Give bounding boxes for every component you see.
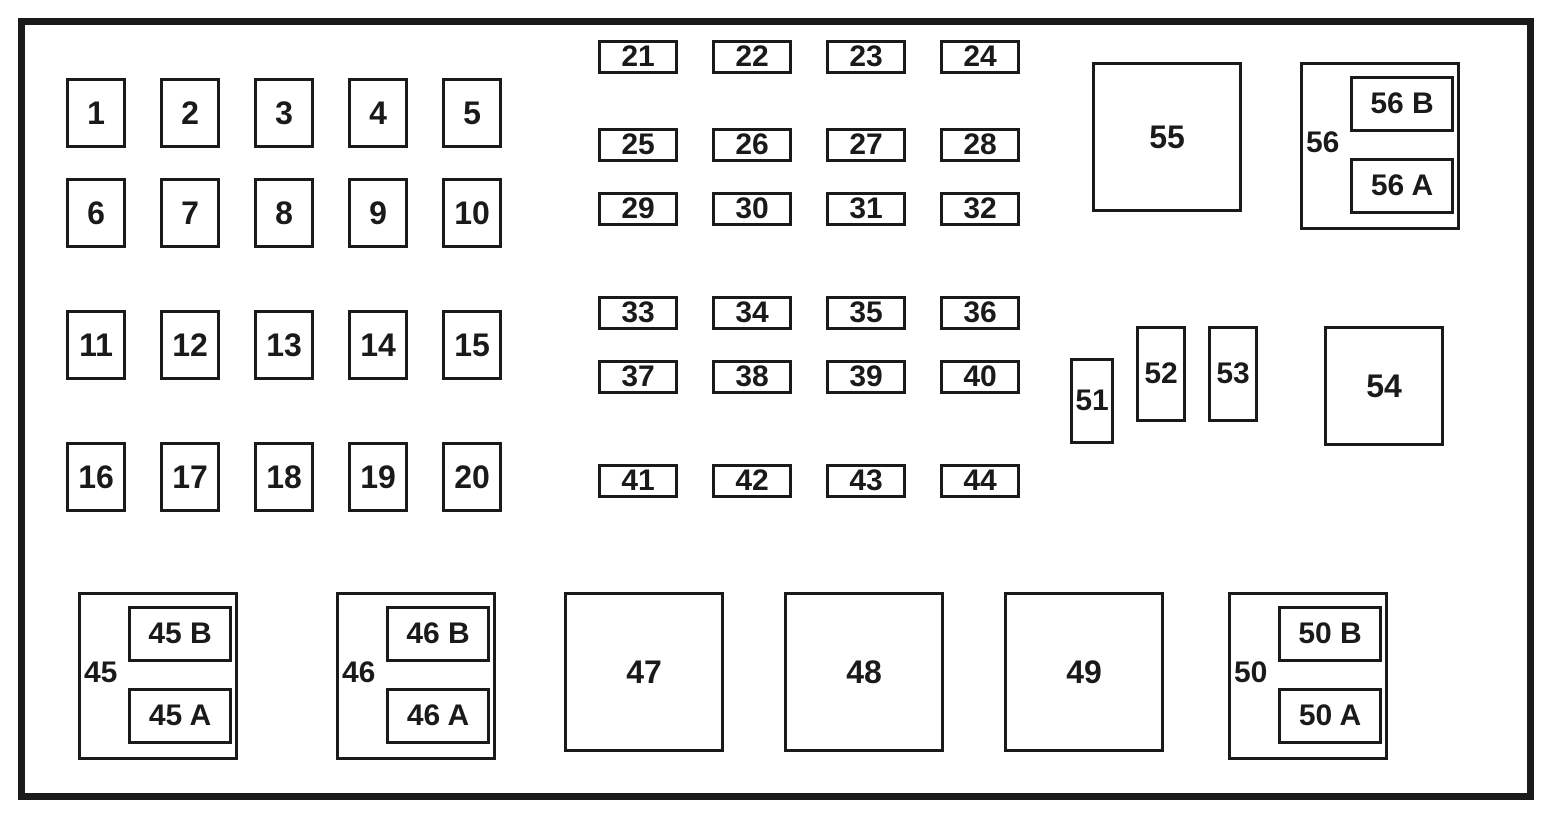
relay-55: 55: [1092, 62, 1242, 212]
relay-47: 47: [564, 592, 724, 752]
fuse-46B: 46 B: [386, 606, 490, 662]
fuse-26: 26: [712, 128, 792, 162]
fuse-6: 6: [66, 178, 126, 248]
fuse-41: 41: [598, 464, 678, 498]
fuse-14: 14: [348, 310, 408, 380]
fuse-29: 29: [598, 192, 678, 226]
fuse-16: 16: [66, 442, 126, 512]
fuse-1: 1: [66, 78, 126, 148]
relay-52: 52: [1136, 326, 1186, 422]
fuse-9: 9: [348, 178, 408, 248]
fuse-box-diagram: 1234567891011121314151617181920212223242…: [0, 0, 1552, 818]
fuse-7: 7: [160, 178, 220, 248]
fuse-50A: 50 A: [1278, 688, 1382, 744]
fuse-42: 42: [712, 464, 792, 498]
fuse-43: 43: [826, 464, 906, 498]
group-label-45: 45: [84, 656, 117, 690]
fuse-56B: 56 B: [1350, 76, 1454, 132]
fuse-56A: 56 A: [1350, 158, 1454, 214]
fuse-12: 12: [160, 310, 220, 380]
fuse-31: 31: [826, 192, 906, 226]
relay-51: 51: [1070, 358, 1114, 444]
fuse-33: 33: [598, 296, 678, 330]
fuse-34: 34: [712, 296, 792, 330]
fuse-23: 23: [826, 40, 906, 74]
relay-48: 48: [784, 592, 944, 752]
fuse-18: 18: [254, 442, 314, 512]
fuse-11: 11: [66, 310, 126, 380]
relay-49: 49: [1004, 592, 1164, 752]
relay-53: 53: [1208, 326, 1258, 422]
fuse-22: 22: [712, 40, 792, 74]
fuse-25: 25: [598, 128, 678, 162]
fuse-35: 35: [826, 296, 906, 330]
group-label-56: 56: [1306, 126, 1339, 160]
fuse-13: 13: [254, 310, 314, 380]
fuse-8: 8: [254, 178, 314, 248]
fuse-20: 20: [442, 442, 502, 512]
fuse-30: 30: [712, 192, 792, 226]
fuse-45A: 45 A: [128, 688, 232, 744]
fuse-2: 2: [160, 78, 220, 148]
fuse-27: 27: [826, 128, 906, 162]
fuse-50B: 50 B: [1278, 606, 1382, 662]
fuse-24: 24: [940, 40, 1020, 74]
fuse-46A: 46 A: [386, 688, 490, 744]
fuse-21: 21: [598, 40, 678, 74]
fuse-19: 19: [348, 442, 408, 512]
fuse-28: 28: [940, 128, 1020, 162]
fuse-39: 39: [826, 360, 906, 394]
fuse-38: 38: [712, 360, 792, 394]
fuse-17: 17: [160, 442, 220, 512]
relay-54: 54: [1324, 326, 1444, 446]
fuse-5: 5: [442, 78, 502, 148]
fuse-36: 36: [940, 296, 1020, 330]
group-label-46: 46: [342, 656, 375, 690]
fuse-32: 32: [940, 192, 1020, 226]
fuse-40: 40: [940, 360, 1020, 394]
fuse-3: 3: [254, 78, 314, 148]
fuse-44: 44: [940, 464, 1020, 498]
fuse-37: 37: [598, 360, 678, 394]
fuse-45B: 45 B: [128, 606, 232, 662]
fuse-15: 15: [442, 310, 502, 380]
fuse-10: 10: [442, 178, 502, 248]
fuse-4: 4: [348, 78, 408, 148]
group-label-50: 50: [1234, 656, 1267, 690]
